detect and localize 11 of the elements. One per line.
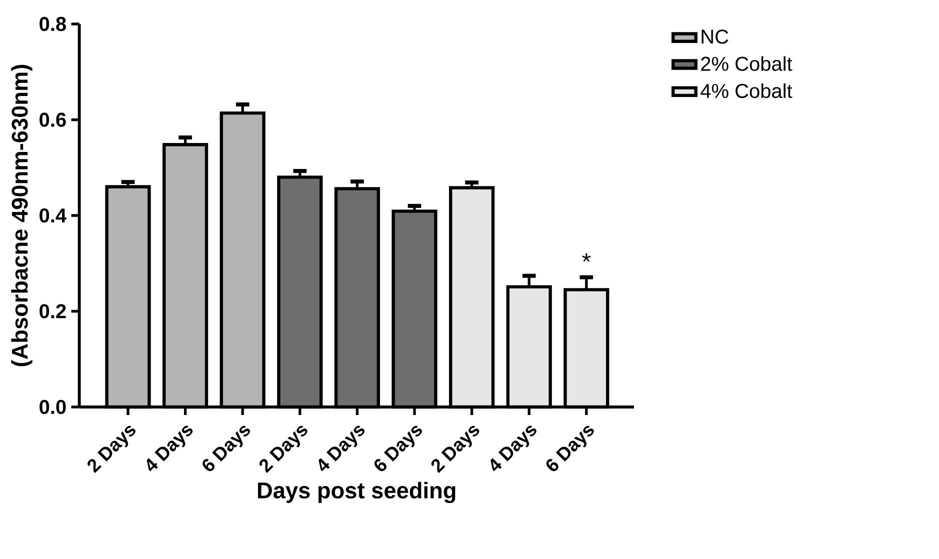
- legend-label: 2% Cobalt: [701, 56, 792, 71]
- y-tick-label: 0.4: [40, 208, 66, 223]
- y-axis-title: (Absorbacne 490nm-630nm): [11, 64, 32, 366]
- legend-label: NC: [702, 30, 728, 44]
- y-tick-label: 0.0: [40, 400, 66, 414]
- x-axis-title: Days post seeding: [258, 482, 456, 504]
- legend-label: 4% Cobalt: [700, 83, 792, 98]
- y-tick-label: 0.8: [40, 16, 66, 32]
- y-tick-label: 0.6: [40, 112, 66, 127]
- annotation: *: [582, 253, 591, 262]
- y-tick-label: 0.2: [40, 304, 66, 318]
